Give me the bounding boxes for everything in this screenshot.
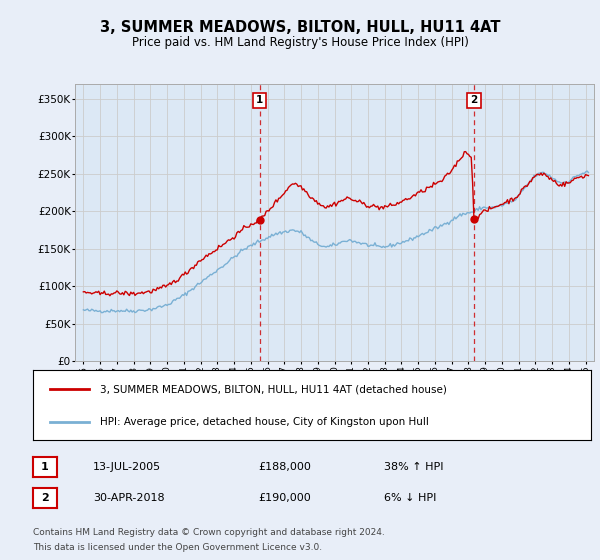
Text: HPI: Average price, detached house, City of Kingston upon Hull: HPI: Average price, detached house, City… [100, 417, 429, 427]
Text: 38% ↑ HPI: 38% ↑ HPI [384, 462, 443, 472]
Text: 3, SUMMER MEADOWS, BILTON, HULL, HU11 4AT (detached house): 3, SUMMER MEADOWS, BILTON, HULL, HU11 4A… [100, 384, 447, 394]
Text: This data is licensed under the Open Government Licence v3.0.: This data is licensed under the Open Gov… [33, 543, 322, 552]
Text: 2: 2 [470, 96, 478, 105]
Text: 1: 1 [41, 462, 49, 472]
Text: 30-APR-2018: 30-APR-2018 [93, 493, 164, 503]
Text: 2: 2 [41, 493, 49, 503]
Text: 1: 1 [256, 96, 263, 105]
Text: £188,000: £188,000 [258, 462, 311, 472]
Text: Contains HM Land Registry data © Crown copyright and database right 2024.: Contains HM Land Registry data © Crown c… [33, 528, 385, 536]
Text: £190,000: £190,000 [258, 493, 311, 503]
Text: Price paid vs. HM Land Registry's House Price Index (HPI): Price paid vs. HM Land Registry's House … [131, 36, 469, 49]
Text: 13-JUL-2005: 13-JUL-2005 [93, 462, 161, 472]
Text: 6% ↓ HPI: 6% ↓ HPI [384, 493, 436, 503]
Text: 3, SUMMER MEADOWS, BILTON, HULL, HU11 4AT: 3, SUMMER MEADOWS, BILTON, HULL, HU11 4A… [100, 20, 500, 35]
